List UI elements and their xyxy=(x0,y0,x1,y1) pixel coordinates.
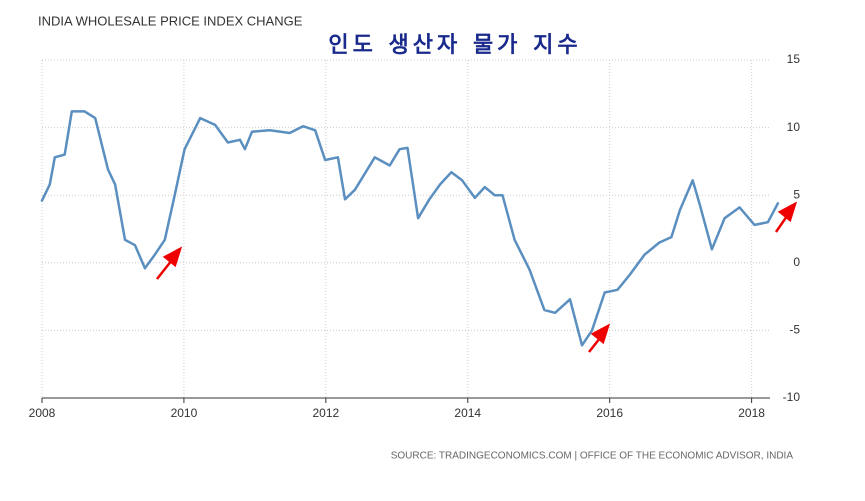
data-line xyxy=(40,110,780,347)
arrows xyxy=(156,201,798,353)
grid: -10 -5 0 5 10 15 2008 2010 2012 2014 2016 2018 xyxy=(29,52,801,420)
chart-subtitle: 인도 생산자 물가 지수 xyxy=(328,33,581,58)
arrow xyxy=(588,337,601,353)
x-tick-label: 2014 xyxy=(454,406,481,420)
x-tick-label: 2012 xyxy=(312,406,339,420)
y-tick-label: 15 xyxy=(787,52,801,66)
y-tick-label: 0 xyxy=(793,255,800,269)
x-tick-label: 2008 xyxy=(29,406,56,420)
arrow xyxy=(774,215,789,233)
x-tick-label: 2010 xyxy=(171,406,198,420)
y-tick-label: -10 xyxy=(783,390,801,404)
arrow xyxy=(156,259,173,280)
y-tick-label: 5 xyxy=(793,187,800,201)
arrow-head xyxy=(162,246,183,268)
x-tick-label: 2018 xyxy=(738,406,765,420)
arrow-head xyxy=(590,323,611,345)
chart-title: INDIA WHOLESALE PRICE INDEX CHANGE xyxy=(38,13,303,28)
plot xyxy=(40,110,780,347)
arrow-head xyxy=(777,201,798,223)
source-note: SOURCE: TRADINGECONOMICS.COM | OFFICE OF… xyxy=(391,451,794,462)
x-tick-label: 2016 xyxy=(596,406,623,420)
y-tick-label: 10 xyxy=(787,120,801,134)
y-tick-label: -5 xyxy=(789,323,800,337)
